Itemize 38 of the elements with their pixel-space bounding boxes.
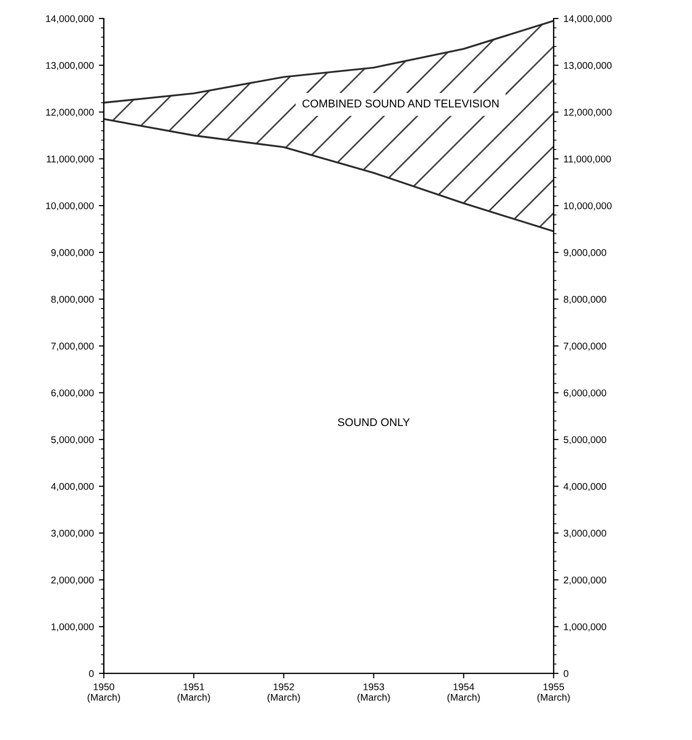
y-tick-label: 4,000,000 [51, 483, 94, 492]
x-tick-label: 1950 (March) [88, 683, 120, 703]
y2-tick-label: 12,000,000 [564, 108, 612, 117]
y-tick-label: 12,000,000 [46, 108, 94, 117]
y-tick-label: 0 [89, 670, 94, 678]
series-label: SOUND ONLY [338, 418, 410, 426]
x-tick-label: 1953 (March) [358, 683, 390, 703]
y-tick-label: 10,000,000 [46, 202, 94, 210]
y-tick-label: 11,000,000 [46, 156, 94, 164]
y-tick-label: 14,000,000 [46, 15, 94, 24]
y2-tick-label: 3,000,000 [564, 530, 606, 538]
y-tick-label: 6,000,000 [51, 389, 94, 398]
y2-tick-label: 0 [564, 670, 568, 678]
y2-tick-label: 2,000,000 [564, 576, 606, 585]
y-tick-label: 7,000,000 [51, 342, 94, 351]
x-tick-label: 1952 (March) [268, 683, 300, 703]
y-tick-label: 9,000,000 [51, 249, 94, 258]
y2-tick-label: 10,000,000 [564, 202, 612, 210]
y2-tick-label: 13,000,000 [564, 62, 612, 70]
y2-tick-label: 9,000,000 [564, 249, 606, 258]
y2-tick-label: 4,000,000 [564, 483, 606, 492]
x-tick-label: 1954 (March) [448, 683, 480, 703]
y-tick-label: 5,000,000 [51, 436, 94, 444]
y2-tick-label: 8,000,000 [564, 296, 606, 304]
series-label: COMBINED SOUND AND TELEVISION [302, 100, 498, 108]
y-tick-label: 1,000,000 [52, 623, 94, 632]
y-tick-label: 3,000,000 [51, 530, 94, 538]
y2-tick-label: 6,000,000 [564, 389, 606, 398]
x-tick-label: 1951 (March) [178, 683, 210, 703]
y2-tick-label: 1,000,000 [564, 623, 606, 632]
y-tick-label: 13,000,000 [46, 62, 94, 70]
y2-tick-label: 14,000,000 [564, 15, 612, 24]
y2-tick-label: 11,000,000 [564, 156, 611, 164]
y2-tick-label: 7,000,000 [564, 342, 606, 351]
y-tick-label: 8,000,000 [51, 296, 94, 304]
x-tick-label: 1955 (March) [537, 683, 570, 703]
y-tick-label: 2,000,000 [51, 576, 94, 585]
y2-tick-label: 5,000,000 [564, 436, 606, 444]
